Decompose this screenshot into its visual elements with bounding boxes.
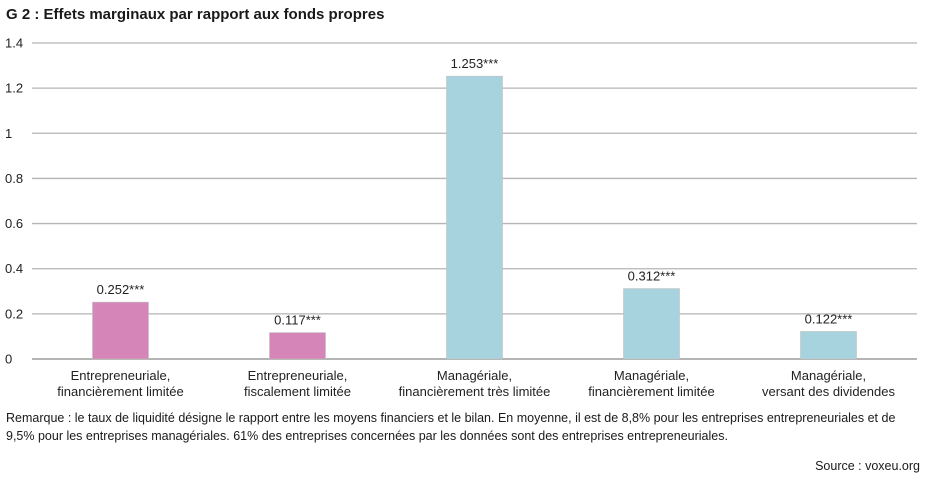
x-tick-label: financièrement très limitée bbox=[399, 384, 551, 399]
x-tick-label: financièrement limitée bbox=[588, 384, 714, 399]
x-tick-label: versant des dividendes bbox=[762, 384, 895, 399]
bar-chart: 0 0.2 0.4 0.6 0.8 1 1.2 1.4 0.252*** Entrepreneur… bbox=[5, 36, 917, 399]
y-tick-label: 0 bbox=[5, 352, 12, 367]
data-label: 0.252*** bbox=[97, 282, 145, 297]
y-tick-label: 1 bbox=[5, 126, 12, 141]
bar bbox=[92, 301, 149, 360]
x-tick-label: Managériale, bbox=[437, 368, 512, 383]
x-tick-label: fiscalement limitée bbox=[244, 384, 351, 399]
bar bbox=[623, 288, 680, 360]
data-label: 0.122*** bbox=[805, 311, 853, 326]
data-label: 0.312*** bbox=[628, 269, 676, 284]
bar bbox=[800, 331, 857, 360]
y-tick-label: 0.8 bbox=[5, 171, 23, 186]
x-tick-label: Entrepreneuriale, bbox=[248, 368, 348, 383]
data-label: 0.117*** bbox=[274, 313, 321, 328]
x-tick-label: Managériale, bbox=[614, 368, 689, 383]
y-tick-label: 1.2 bbox=[5, 81, 23, 96]
bar bbox=[269, 332, 326, 360]
bar bbox=[446, 75, 503, 360]
y-tick-label: 0.2 bbox=[5, 306, 23, 321]
y-tick-label: 0.6 bbox=[5, 216, 23, 231]
data-label: 1.253*** bbox=[451, 56, 499, 71]
x-tick-label: financièrement limitée bbox=[57, 384, 183, 399]
y-tick-label: 1.4 bbox=[5, 36, 23, 51]
chart-title: G 2 : Effets marginaux par rapport aux f… bbox=[6, 6, 385, 23]
x-tick-label: Entrepreneuriale, bbox=[71, 368, 171, 383]
y-tick-label: 0.4 bbox=[5, 261, 23, 276]
chart-note: Remarque : le taux de liquidité désigne … bbox=[6, 411, 896, 443]
x-tick-label: Managériale, bbox=[791, 368, 866, 383]
chart-source: Source : voxeu.org bbox=[815, 459, 920, 473]
